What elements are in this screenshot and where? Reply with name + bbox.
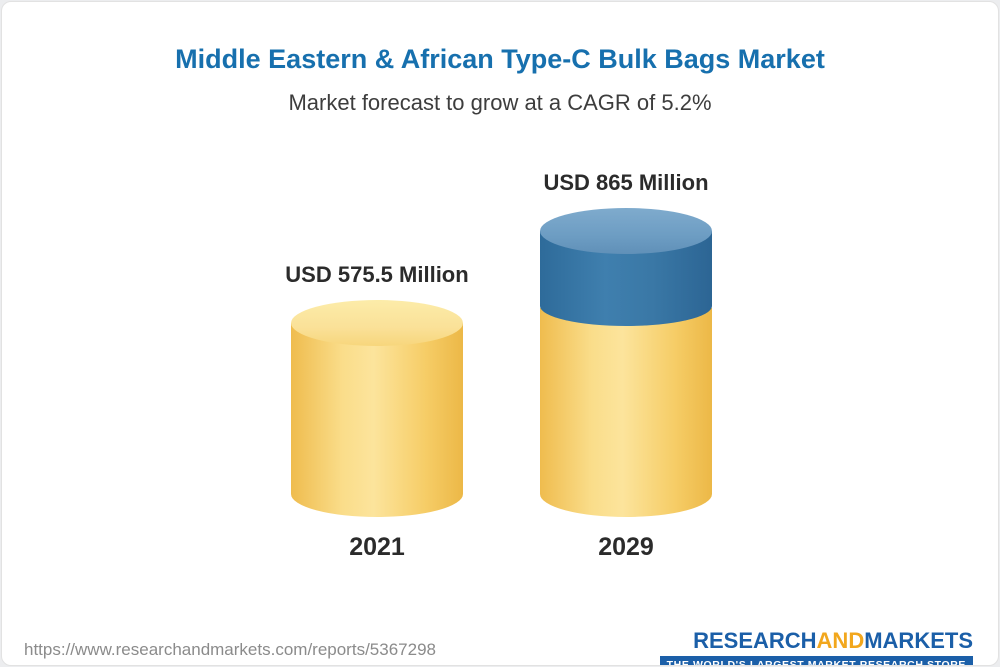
logo-wordmark: RESEARCHANDMARKETS: [660, 628, 973, 654]
x-axis-label-2021: 2021: [349, 533, 405, 561]
bar-value-label-2021: USD 575.5 Million: [285, 262, 469, 287]
logo-word-markets: MARKETS: [864, 628, 973, 653]
bar-2029-base-segment: [540, 308, 712, 517]
logo-word-research: RESEARCH: [693, 628, 817, 653]
chart-title: Middle Eastern & African Type-C Bulk Bag…: [175, 44, 825, 74]
report-url: https://www.researchandmarkets.com/repor…: [24, 640, 436, 659]
bar-value-label-2029: USD 865 Million: [543, 170, 709, 195]
bar-2021-cylinder: [291, 300, 463, 517]
bar-2029-cylinder: [540, 208, 712, 517]
bar-2021-body: [291, 323, 463, 517]
bar-2021-top-ellipse: [291, 300, 463, 346]
bar-2029-top-ellipse: [540, 208, 712, 254]
chart-subtitle: Market forecast to grow at a CAGR of 5.2…: [288, 90, 712, 115]
logo-tagline: THE WORLD'S LARGEST MARKET RESEARCH STOR…: [659, 656, 973, 665]
research-and-markets-logo: RESEARCHANDMARKETS THE WORLD'S LARGEST M…: [659, 628, 973, 665]
x-axis-label-2029: 2029: [598, 533, 654, 561]
logo-word-and: AND: [816, 628, 865, 653]
